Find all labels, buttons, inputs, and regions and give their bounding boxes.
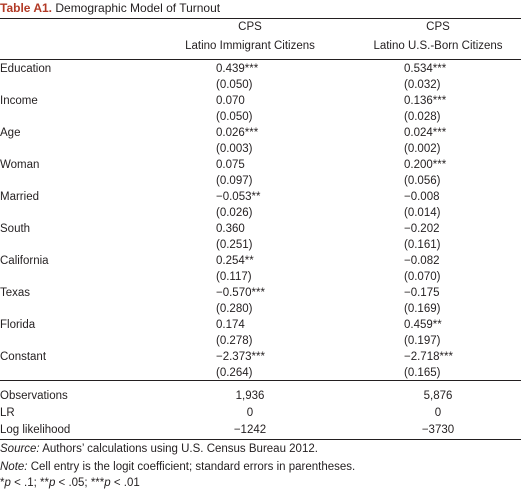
coefficient-cell: −0.202 <box>404 223 440 235</box>
coefficient-cell: 0.200*** <box>404 159 447 171</box>
coefficient-cell: −0.570*** <box>216 287 265 299</box>
coefficient-cell: −0.008 <box>404 191 440 203</box>
standard-error-cell: (0.197) <box>404 335 441 347</box>
row-label: Age <box>0 127 21 139</box>
row-label: Texas <box>0 287 31 299</box>
coefficient-cell: 0.360 <box>216 223 245 235</box>
stat-value: 5,876 <box>423 390 453 402</box>
coefficient-cell: 0.254** <box>216 255 254 267</box>
sig-star: * <box>0 477 5 489</box>
row-label: South <box>0 223 31 235</box>
stat-value: −1242 <box>233 424 267 436</box>
sig-p3: p <box>104 477 111 489</box>
coefficient-cell: −0.053** <box>216 191 261 203</box>
coefficient-cell: 0.459** <box>404 319 442 331</box>
coefficient-cell: 0.024*** <box>404 127 447 139</box>
standard-error-cell: (0.165) <box>404 367 441 379</box>
row-label: Florida <box>0 319 36 331</box>
standard-error-cell: (0.161) <box>404 239 441 251</box>
stat-value: 0 <box>246 407 254 419</box>
row-label: California <box>0 255 49 267</box>
row-label: Education <box>0 63 52 75</box>
note-text: Cell entry is the logit coefficient; sta… <box>27 461 356 473</box>
standard-error-cell: (0.014) <box>404 207 441 219</box>
stat-label: Log likelihood <box>0 424 71 436</box>
standard-error-cell: (0.032) <box>404 79 441 91</box>
standard-error-cell: (0.264) <box>216 367 253 379</box>
coefficient-cell: −2.718*** <box>404 351 453 363</box>
coefficient-cell: 0.439*** <box>216 63 259 75</box>
standard-error-cell: (0.050) <box>216 111 253 123</box>
standard-error-cell: (0.026) <box>216 207 253 219</box>
coefficient-cell: 0.534*** <box>404 63 447 75</box>
coefficient-cell: −2.373*** <box>216 351 265 363</box>
standard-error-cell: (0.251) <box>216 239 253 251</box>
standard-error-cell: (0.002) <box>404 143 441 155</box>
standard-error-cell: (0.070) <box>404 271 441 283</box>
header-rule <box>0 59 521 60</box>
standard-error-cell: (0.003) <box>216 143 253 155</box>
row-label: Constant <box>0 351 47 363</box>
coefficient-cell: 0.136*** <box>404 95 447 107</box>
coefficient-cell: 0.026*** <box>216 127 259 139</box>
table-caption: Table A1. Demographic Model of Turnout <box>0 0 521 17</box>
sig-t1: < .1; ** <box>10 477 49 489</box>
table-number: Table A1. <box>0 1 53 15</box>
coefficient-cell: −0.175 <box>404 287 440 299</box>
source-text: Authors’ calculations using U.S. Census … <box>39 443 318 455</box>
standard-error-cell: (0.097) <box>216 175 253 187</box>
source-label: Source: <box>0 443 40 455</box>
stat-value: 1,936 <box>235 390 265 402</box>
standard-error-cell: (0.117) <box>216 271 252 283</box>
standard-error-cell: (0.056) <box>404 175 441 187</box>
standard-error-cell: (0.050) <box>216 79 253 91</box>
standard-error-cell: (0.278) <box>216 335 253 347</box>
table-note: Note: Cell entry is the logit coefficien… <box>0 461 355 473</box>
coefficient-cell: 0.174 <box>216 319 245 331</box>
sig-t2: < .05; *** <box>55 477 105 489</box>
stat-label: LR <box>0 407 15 419</box>
row-label: Income <box>0 95 38 107</box>
standard-error-cell: (0.280) <box>216 303 253 315</box>
stats-rule <box>0 380 521 381</box>
column-header-1-line2: Latino Immigrant Citizens <box>185 40 315 52</box>
column-header-2-line1: CPS <box>426 21 450 33</box>
table-title: Demographic Model of Turnout <box>52 1 221 15</box>
sig-p1: p <box>4 477 11 489</box>
stat-label: Observations <box>0 390 68 402</box>
standard-error-cell: (0.169) <box>404 303 441 315</box>
stat-value: −3730 <box>421 424 455 436</box>
sig-p2: p <box>48 477 56 489</box>
bottom-rule <box>0 439 521 440</box>
column-header-1-line1: CPS <box>238 21 262 33</box>
row-label: Married <box>0 191 39 203</box>
stat-value: 0 <box>434 407 442 419</box>
coefficient-cell: 0.075 <box>216 159 245 171</box>
row-label: Woman <box>0 159 40 171</box>
note-label: Note: <box>0 461 28 473</box>
column-header-2-line2: Latino U.S.-Born Citizens <box>373 40 503 52</box>
standard-error-cell: (0.028) <box>404 111 441 123</box>
top-rule <box>0 18 521 19</box>
source-note: Source: Authors’ calculations using U.S.… <box>0 443 318 455</box>
significance-note: *p < .1; **p < .05; ***p < .01 <box>0 477 140 489</box>
coefficient-cell: −0.082 <box>404 255 440 267</box>
coefficient-cell: 0.070 <box>216 95 245 107</box>
sig-t3: < .01 <box>110 477 140 489</box>
